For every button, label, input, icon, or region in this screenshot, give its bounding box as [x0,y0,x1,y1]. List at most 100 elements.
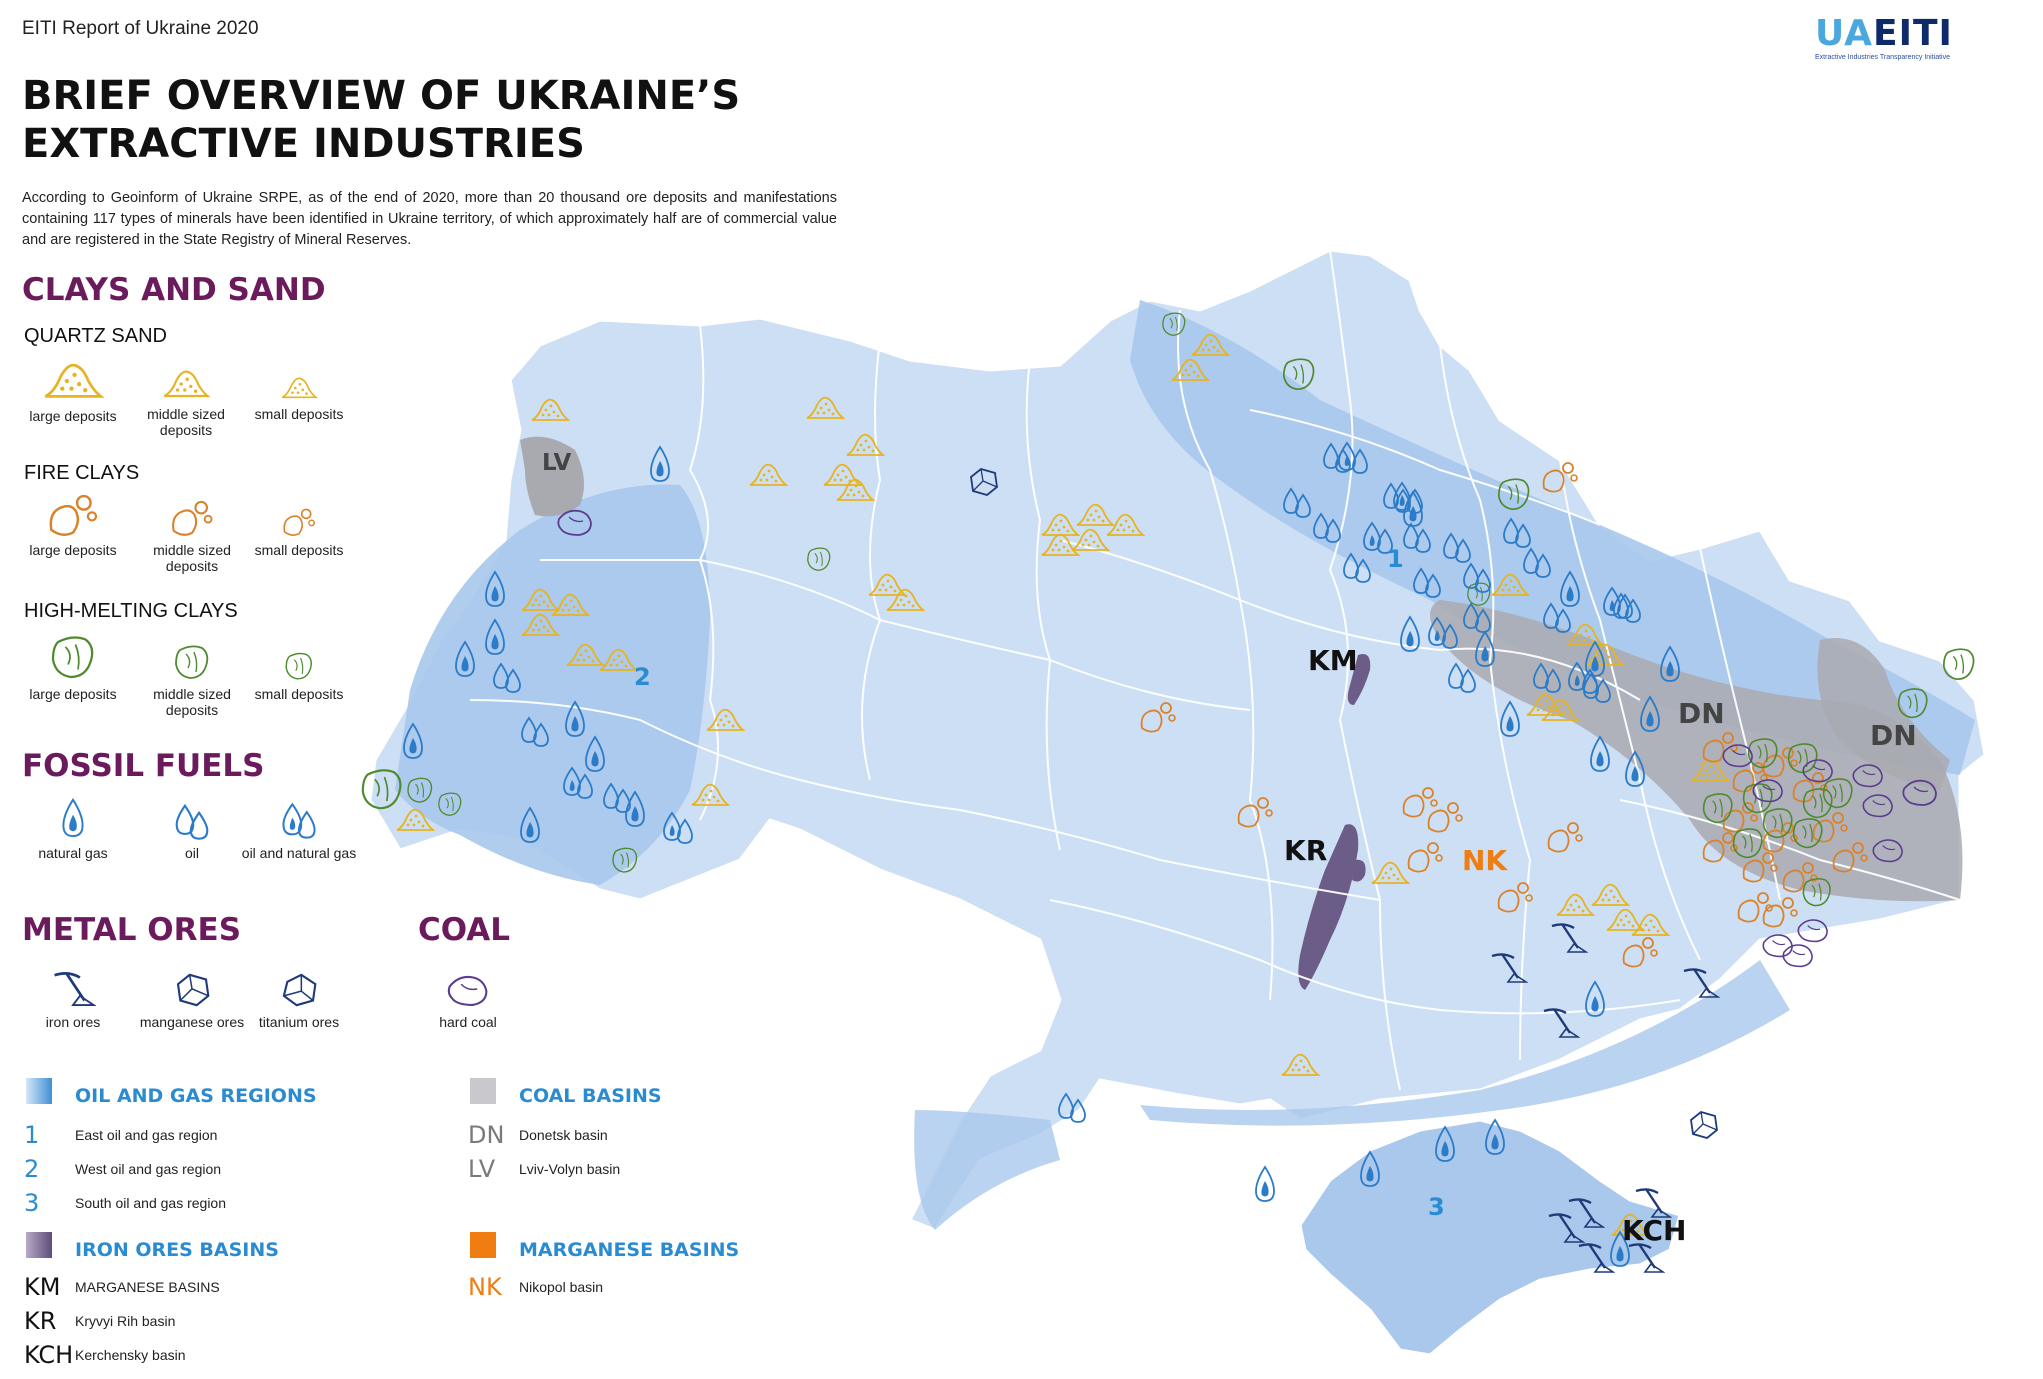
fire-clay-middle-legend: middle sized deposits [132,498,252,574]
legend-label: hard coal [439,1014,497,1030]
key-code: KCH [24,1341,74,1369]
oil-gas-swatch [26,1078,52,1104]
fire-clay-small-legend: small deposits [239,506,359,558]
manganese-basin-key-list: NK Nikopol basin [468,1270,603,1304]
key-row: LV Lviv-Volyn basin [468,1152,620,1186]
fire-clays-title: FIRE CLAYS [24,462,140,484]
key-label: South oil and gas region [75,1195,226,1211]
legend-label: oil and natural gas [241,845,357,861]
kryvyi-rih-iron-basin-east [1352,859,1366,882]
south-oil-gas-band-sea [914,1110,1060,1230]
legend-label: large deposits [29,408,117,424]
key-row: 2 West oil and gas region [24,1152,226,1186]
legend-label: middle sized deposits [153,686,231,718]
iron-basin-swatch [26,1232,52,1258]
logo-tagline: Extractive Industries Transparency Initi… [1815,54,1951,61]
quartz-sand-title: QUARTZ SAND [24,325,167,347]
key-row: NK Nikopol basin [468,1270,603,1304]
lviv-volyn-coal-basin [520,436,584,517]
key-code: KM [24,1273,61,1301]
map-label-region-2: 2 [634,663,651,691]
key-row: KR Kryvyi Rih basin [24,1304,220,1338]
map-label-dn-east: DN [1870,719,1917,752]
key-label: Kerchensky basin [75,1347,186,1363]
west-oil-gas-region [395,484,710,885]
key-label: Nikopol basin [519,1279,604,1295]
map-label-kr: KR [1284,834,1327,867]
coal-basin-key-list: DN Donetsk basin LV Lviv-Volyn basin [468,1118,620,1186]
titanium-ores-legend: titanium ores [239,970,359,1030]
legend-label: large deposits [29,542,117,558]
legend-label: small deposits [254,406,344,422]
key-label: Donetsk basin [519,1127,608,1143]
manganese-ores-legend: manganese ores [132,970,252,1030]
uaeiti-logo: UAEITI Extractive Industries Transparenc… [1815,14,1975,64]
page-title-line2: EXTRACTIVE INDUSTRIES [22,121,585,167]
legend-label: manganese ores [139,1014,245,1030]
report-name: EITI Report of Ukraine 2020 [22,18,259,39]
legend-label: titanium ores [258,1014,340,1030]
section-metal-ores-title: METAL ORES [22,912,242,948]
quartz-sand-large-legend: large deposits [13,358,133,424]
key-label: Kryvyi Rih basin [75,1313,176,1329]
legend-label: small deposits [254,686,344,702]
oil-gas-regions-title: OIL AND GAS REGIONS [75,1085,317,1107]
key-code: DN [468,1121,505,1149]
legend-label: small deposits [254,542,344,558]
high-melting-clays-title: HIGH-MELTING CLAYS [24,600,238,622]
iron-ores-legend: iron ores [13,968,133,1030]
high-melting-large-legend: large deposits [13,632,133,702]
legend-label: middle sized deposits [153,542,231,574]
iron-ores-basins-title: IRON ORES BASINS [75,1239,279,1261]
donetsk-coal-basin-east [1817,638,1950,790]
quartz-sand-middle-legend: middle sized deposits [126,366,246,438]
oil-gas-region-key-list: 1 East oil and gas region 2 West oil and g… [24,1118,226,1220]
map-label-dn-west: DN [1678,697,1725,730]
section-fossil-fuels-title: FOSSIL FUELS [22,748,265,784]
section-clays-sand-title: CLAYS AND SAND [22,272,326,308]
key-code: 2 [24,1155,40,1183]
crimea-territory [1298,1118,1682,1357]
coal-basin-swatch [470,1078,496,1104]
page-title-line1: BRIEF OVERVIEW OF UKRAINE’S [22,73,741,119]
kremenchuk-iron-basin [1347,654,1371,705]
map-label-region-1: 1 [1387,545,1404,573]
key-code: 1 [24,1121,40,1149]
logo-mark-eiti: EITI [1873,13,1953,54]
legend-label: iron ores [45,1014,101,1030]
key-label: East oil and gas region [75,1127,218,1143]
fire-clay-large-legend: large deposits [13,492,133,558]
kryvyi-rih-iron-basin [1298,824,1359,990]
donetsk-coal-basin [1430,600,1963,902]
oil-gas-legend: oil and natural gas [239,801,359,861]
natural-gas-legend: natural gas [13,797,133,861]
map-label-nk: NK [1462,844,1508,877]
section-coal-title: COAL [418,912,511,948]
intro-paragraph: According to Geoinform of Ukraine SRPE, … [22,190,837,248]
key-label: Lviv-Volyn basin [519,1161,621,1177]
map-label-kch: KCH [1622,1214,1686,1247]
east-oil-gas-region [1130,300,1975,775]
key-code: 3 [24,1189,40,1217]
key-code: LV [468,1155,496,1183]
manganese-basins-title: MARGANESE BASINS [519,1239,740,1261]
legend-label: oil [184,845,199,861]
key-code: NK [468,1273,502,1301]
page-title: BRIEF OVERVIEW OF UKRAINE’S EXTRACTIVE I… [22,72,782,168]
hard-coal-legend: hard coal [408,970,528,1030]
legend-label: middle sized deposits [147,406,225,438]
key-code: KR [24,1307,57,1335]
map-label-region-3: 3 [1428,1193,1445,1221]
manganese-basin-swatch [470,1232,496,1258]
key-row: KM MARGANESE BASINS [24,1270,220,1304]
high-melting-small-legend: small deposits [239,650,359,702]
south-oil-gas-band [1140,960,1790,1126]
key-label: MARGANESE BASINS [75,1279,220,1295]
quartz-sand-small-legend: small deposits [239,374,359,422]
key-row: KCH Kerchensky basin [24,1338,220,1372]
high-melting-middle-legend: middle sized deposits [132,642,252,718]
key-row: DN Donetsk basin [468,1118,620,1152]
legend-label: large deposits [29,686,117,702]
coal-basins-title: COAL BASINS [519,1085,662,1107]
